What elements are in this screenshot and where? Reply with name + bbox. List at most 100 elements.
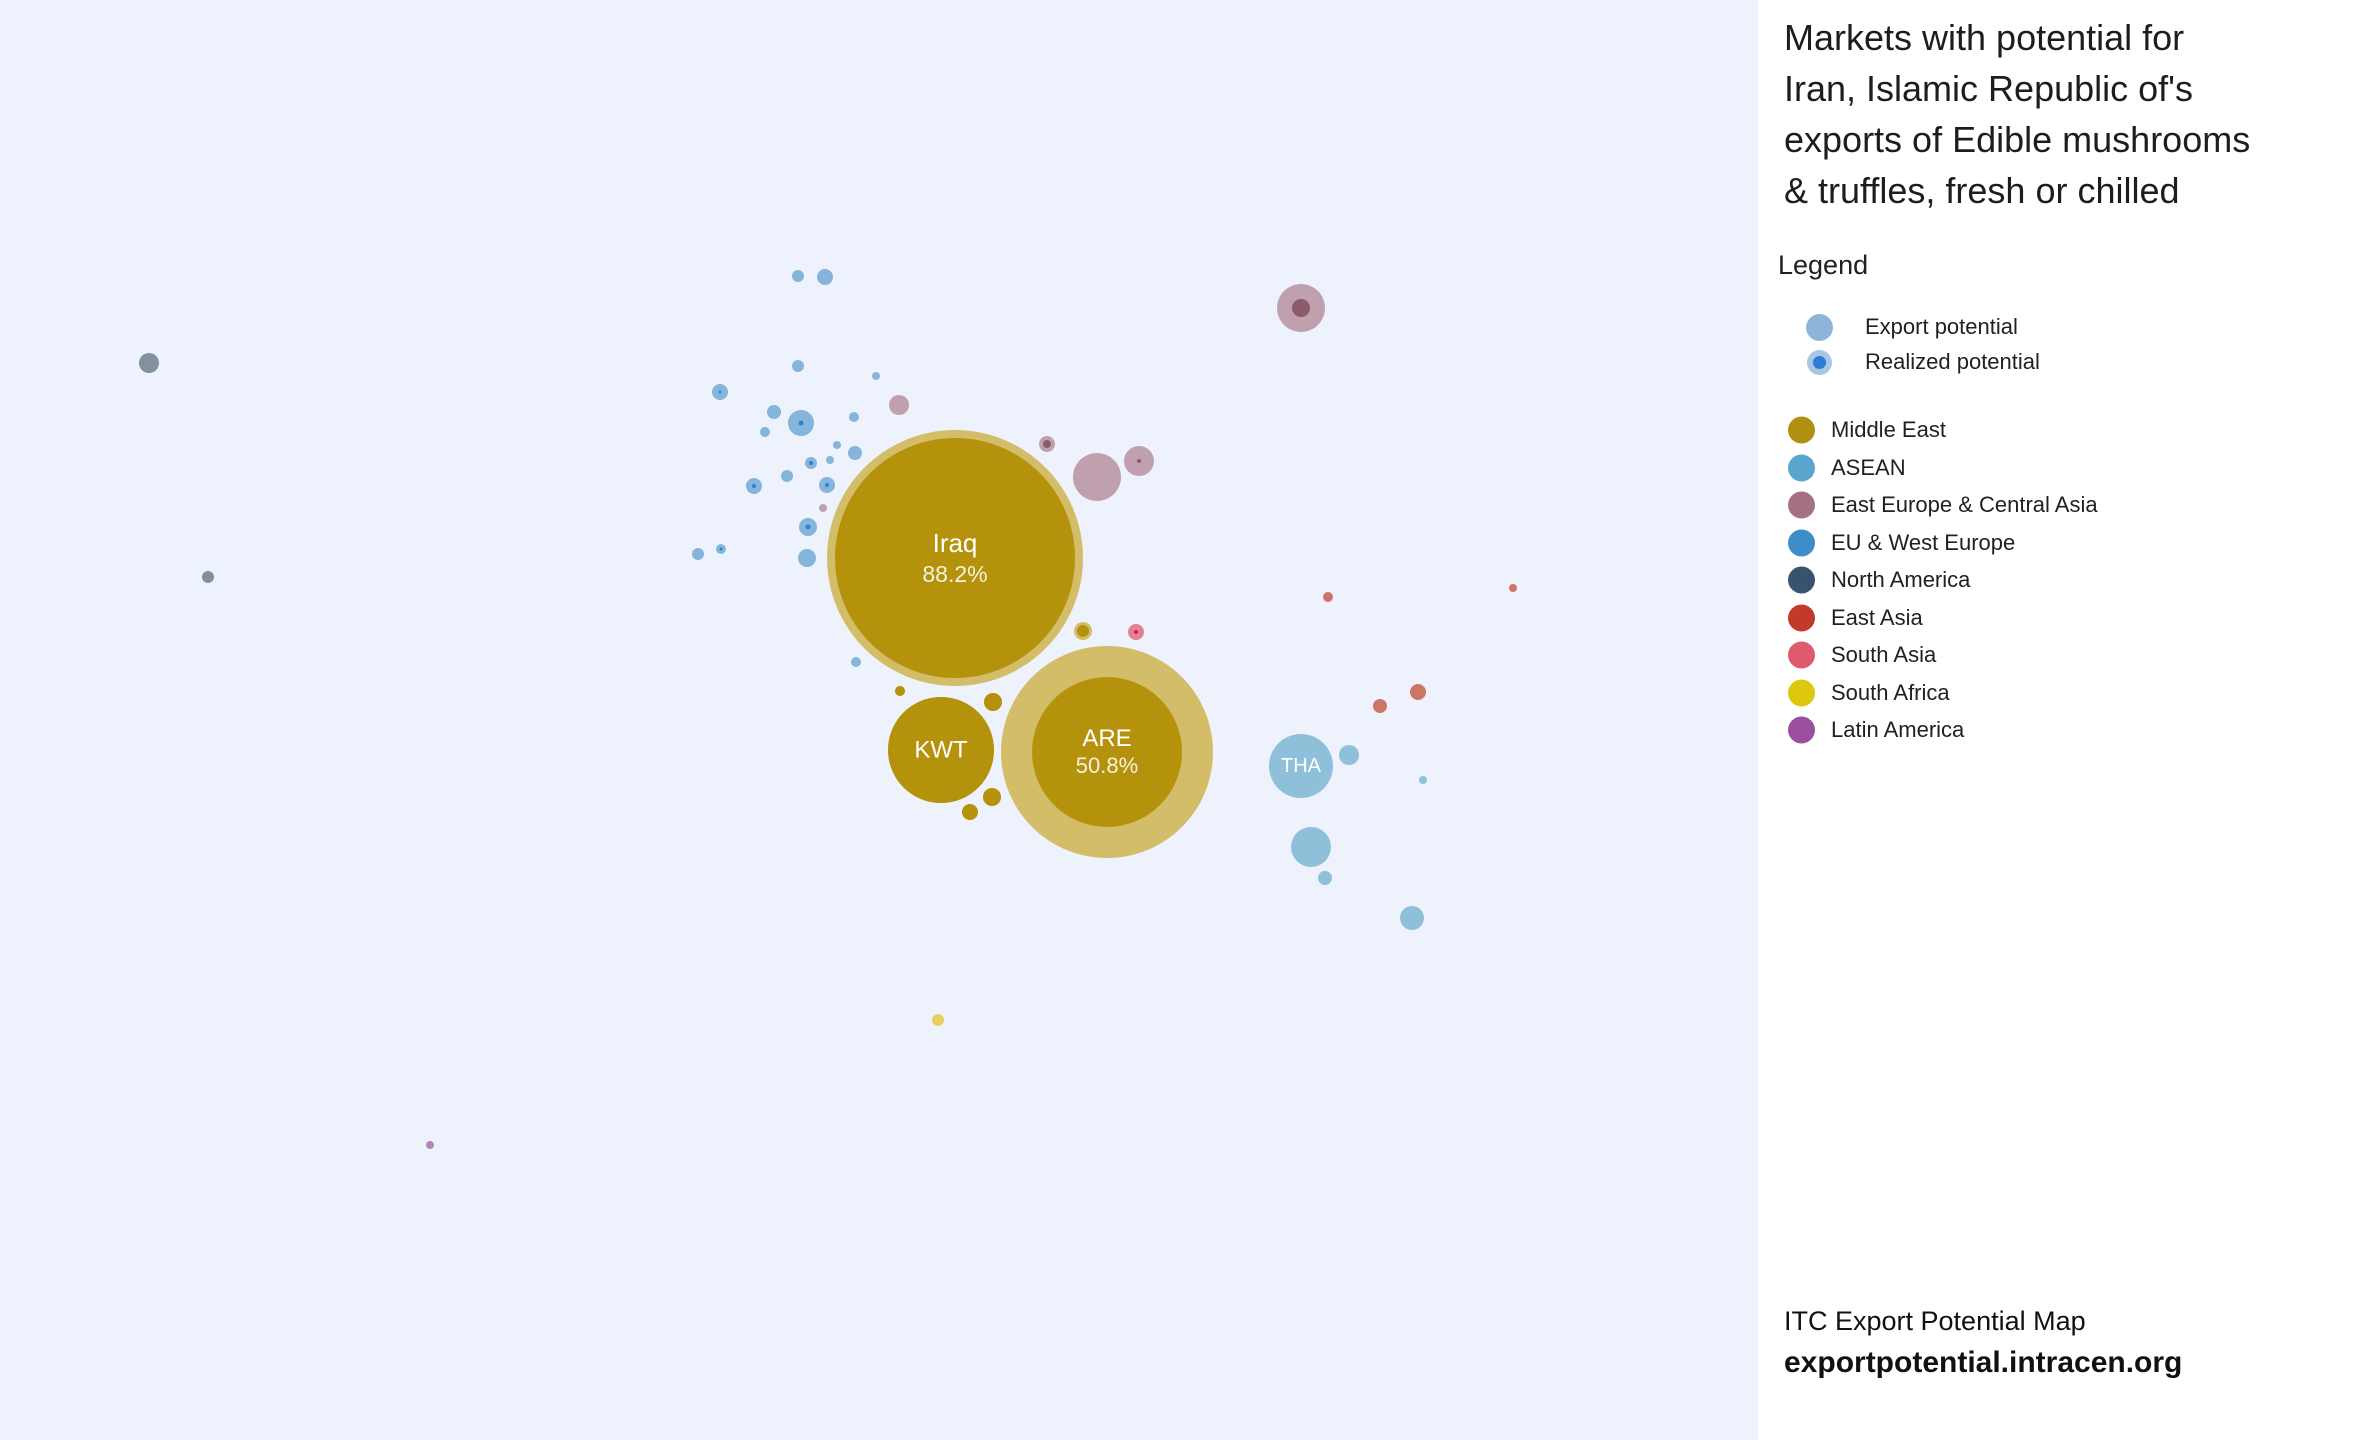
bubble-middle-east[interactable] <box>984 693 1002 711</box>
bubble-east-europe[interactable] <box>1073 453 1121 501</box>
bubble-east-europe[interactable] <box>1039 436 1055 452</box>
bubble-north-america[interactable] <box>202 571 214 583</box>
bubble-east-asia[interactable] <box>1410 684 1426 700</box>
bubble-eu-west[interactable] <box>833 441 841 449</box>
bubble-label-group: THA <box>1269 754 1333 778</box>
bubble-eu-west[interactable] <box>848 446 862 460</box>
middle-east-swatch-icon <box>1788 416 1815 444</box>
north-america-label: North America <box>1831 567 1971 592</box>
south-asia-label: South Asia <box>1831 642 1937 667</box>
legend-region-east-europe: East Europe & Central Asia <box>1758 490 2318 520</box>
bubble-south-africa[interactable] <box>932 1014 944 1026</box>
realized-potential-circle <box>1043 440 1051 448</box>
bubble-middle-east[interactable] <box>983 788 1001 806</box>
realized-potential-circle <box>962 804 978 820</box>
bubble-eu-west[interactable] <box>799 518 817 536</box>
eu-west-swatch-icon <box>1788 529 1815 556</box>
bubble-eu-west[interactable] <box>798 549 816 567</box>
east-europe-swatch-icon <box>1788 491 1815 519</box>
bubble-eu-west[interactable] <box>819 477 835 493</box>
bubble-eu-west[interactable] <box>817 269 833 285</box>
bubble-eu-west[interactable] <box>851 657 861 667</box>
east-europe-label: East Europe & Central Asia <box>1831 492 2098 517</box>
bubble-eu-west[interactable] <box>781 470 793 482</box>
legend-region-asean: ASEAN <box>1758 453 2318 483</box>
bubble-KWT[interactable]: KWT <box>888 697 994 803</box>
bubble-ARE[interactable]: ARE 50.8% <box>1001 646 1213 858</box>
bubble-east-europe[interactable] <box>1124 446 1154 476</box>
south-africa-label: South Africa <box>1831 679 1950 705</box>
bubble-eu-west[interactable] <box>792 270 804 282</box>
legend-export-potential-row: Export potential <box>1758 310 2318 344</box>
realized-potential-circle <box>983 788 1001 806</box>
bubble-eu-west[interactable] <box>788 410 814 436</box>
bubble-middle-east[interactable] <box>1074 622 1092 640</box>
east-asia-swatch-icon <box>1788 604 1815 631</box>
bubble-north-america[interactable] <box>139 353 159 373</box>
realized-potential-circle <box>895 686 905 696</box>
bubble-east-asia[interactable] <box>1323 592 1333 602</box>
realized-potential-circle <box>798 420 804 426</box>
realized-potential-circle <box>1077 625 1089 637</box>
bubble-asean[interactable] <box>1400 906 1424 930</box>
latin-america-label: Latin America <box>1831 717 1965 742</box>
middle-east-label: Middle East <box>1831 417 1946 442</box>
realized-potential-circle <box>835 438 1075 678</box>
bubble-eu-west[interactable] <box>716 544 726 554</box>
bubble-east-asia[interactable] <box>1373 699 1387 713</box>
realized-potential-circle <box>719 547 723 551</box>
bubble-east-europe[interactable] <box>1277 284 1325 332</box>
east-asia-label: East Asia <box>1831 604 1923 630</box>
bubble-country-label: THA <box>1281 754 1321 777</box>
footer-app-name: ITC Export Potential Map <box>1784 1306 2086 1336</box>
bubble-asean[interactable] <box>1339 745 1359 765</box>
bubble-south-asia[interactable] <box>1128 624 1144 640</box>
page-title-line: & truffles, fresh or chilled <box>1784 170 2180 211</box>
page-title-line: exports of Edible mushrooms <box>1784 119 2251 160</box>
bubble-THA[interactable]: THA <box>1269 734 1333 798</box>
legend-region-south-africa: South Africa <box>1758 678 2318 708</box>
legend-region-north-america: North America <box>1758 565 2318 595</box>
legend-region-south-asia: South Asia <box>1758 640 2318 670</box>
bubble-eu-west[interactable] <box>792 360 804 372</box>
bubble-eu-west[interactable] <box>746 478 762 494</box>
export-potential-label: Export potential <box>1865 314 2018 339</box>
bubble-map[interactable]: Iraq 88.2% ARE 50.8% KWT THA <box>0 0 1758 1440</box>
realized-potential-circle <box>809 461 813 465</box>
bubble-east-asia[interactable] <box>1509 584 1517 592</box>
north-america-swatch-icon <box>1788 566 1815 594</box>
realized-potential-circle <box>752 484 756 488</box>
bubble-eu-west[interactable] <box>760 427 770 437</box>
bubble-eu-west[interactable] <box>692 548 704 560</box>
bubble-middle-east[interactable] <box>895 686 905 696</box>
bubble-eu-west[interactable] <box>767 405 781 419</box>
bubble-asean[interactable] <box>1291 827 1331 867</box>
realized-potential-circle <box>1292 299 1310 317</box>
side-panel: Markets with potential for Iran, Islamic… <box>1758 0 2360 1440</box>
realized-potential-circle <box>718 390 722 394</box>
bubble-eu-west[interactable] <box>872 372 880 380</box>
bubble-middle-east[interactable] <box>962 804 978 820</box>
bubble-latin-america[interactable] <box>426 1141 434 1149</box>
footer-url[interactable]: exportpotential.intracen.org <box>1784 1346 2183 1379</box>
bubble-eu-west[interactable] <box>826 456 834 464</box>
legend-region-latin-america: Latin America <box>1758 715 2318 745</box>
bubble-asean[interactable] <box>1419 776 1427 784</box>
legend-region-eu-west: EU & West Europe <box>1758 528 2318 558</box>
realized-potential-inner-dot-icon <box>1813 356 1826 369</box>
bubble-eu-west[interactable] <box>849 412 859 422</box>
eu-west-label: EU & West Europe <box>1831 529 2016 555</box>
bubble-eu-west[interactable] <box>712 384 728 400</box>
realized-potential-circle <box>1134 630 1138 634</box>
bubble-asean[interactable] <box>1318 871 1332 885</box>
realized-potential-circle <box>888 697 994 803</box>
bubble-eu-west[interactable] <box>805 457 817 469</box>
export-potential-swatch-icon <box>1806 314 1833 341</box>
legend-region-east-asia: East Asia <box>1758 603 2318 633</box>
bubble-IRQ[interactable]: Iraq 88.2% <box>827 430 1083 686</box>
realized-potential-label: Realized potential <box>1865 349 2040 374</box>
bubble-east-europe[interactable] <box>819 504 827 512</box>
realized-potential-circle <box>1032 677 1182 827</box>
bubble-east-europe[interactable] <box>889 395 909 415</box>
realized-potential-circle <box>805 524 811 530</box>
